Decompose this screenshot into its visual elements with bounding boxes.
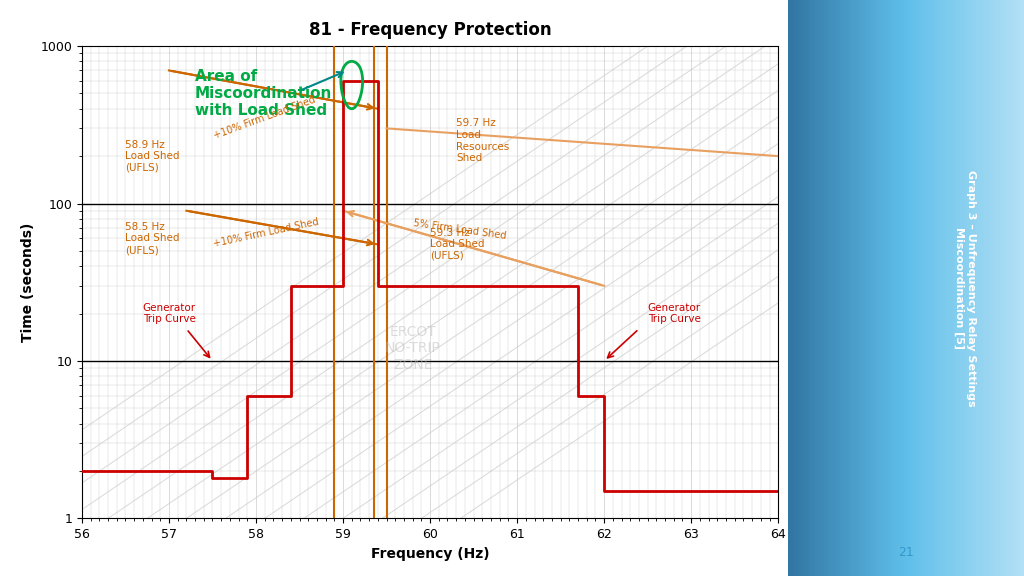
Text: 59.3 Hz
Load Shed
(UFLS): 59.3 Hz Load Shed (UFLS) — [430, 228, 484, 261]
Text: +10% Firm Load Shed: +10% Firm Load Shed — [212, 217, 319, 249]
Title: 81 - Frequency Protection: 81 - Frequency Protection — [309, 21, 551, 39]
Text: Generator
Trip Curve: Generator Trip Curve — [647, 303, 700, 324]
Text: 5% Firm Load Shed: 5% Firm Load Shed — [413, 218, 507, 241]
Text: 59.7 Hz
Load
Resources
Shed: 59.7 Hz Load Resources Shed — [456, 119, 510, 163]
X-axis label: Frequency (Hz): Frequency (Hz) — [371, 547, 489, 560]
Text: +10% Firm Load Shed: +10% Firm Load Shed — [212, 95, 317, 141]
Text: Graph 3 – Unfrequency Relay Settings
Miscoordination [5]: Graph 3 – Unfrequency Relay Settings Mis… — [954, 170, 976, 406]
Text: 58.5 Hz
Load Shed
(UFLS): 58.5 Hz Load Shed (UFLS) — [125, 222, 180, 255]
Text: 21: 21 — [898, 547, 914, 559]
Text: Generator
Trip Curve: Generator Trip Curve — [142, 303, 196, 324]
Text: Area of
Miscoordination
with Load Shed: Area of Miscoordination with Load Shed — [195, 69, 333, 119]
Y-axis label: Time (seconds): Time (seconds) — [20, 222, 35, 342]
Text: ERCOT
NO-TRIP
ZONE: ERCOT NO-TRIP ZONE — [385, 325, 440, 372]
Text: 58.9 Hz
Load Shed
(UFLS): 58.9 Hz Load Shed (UFLS) — [125, 139, 180, 173]
